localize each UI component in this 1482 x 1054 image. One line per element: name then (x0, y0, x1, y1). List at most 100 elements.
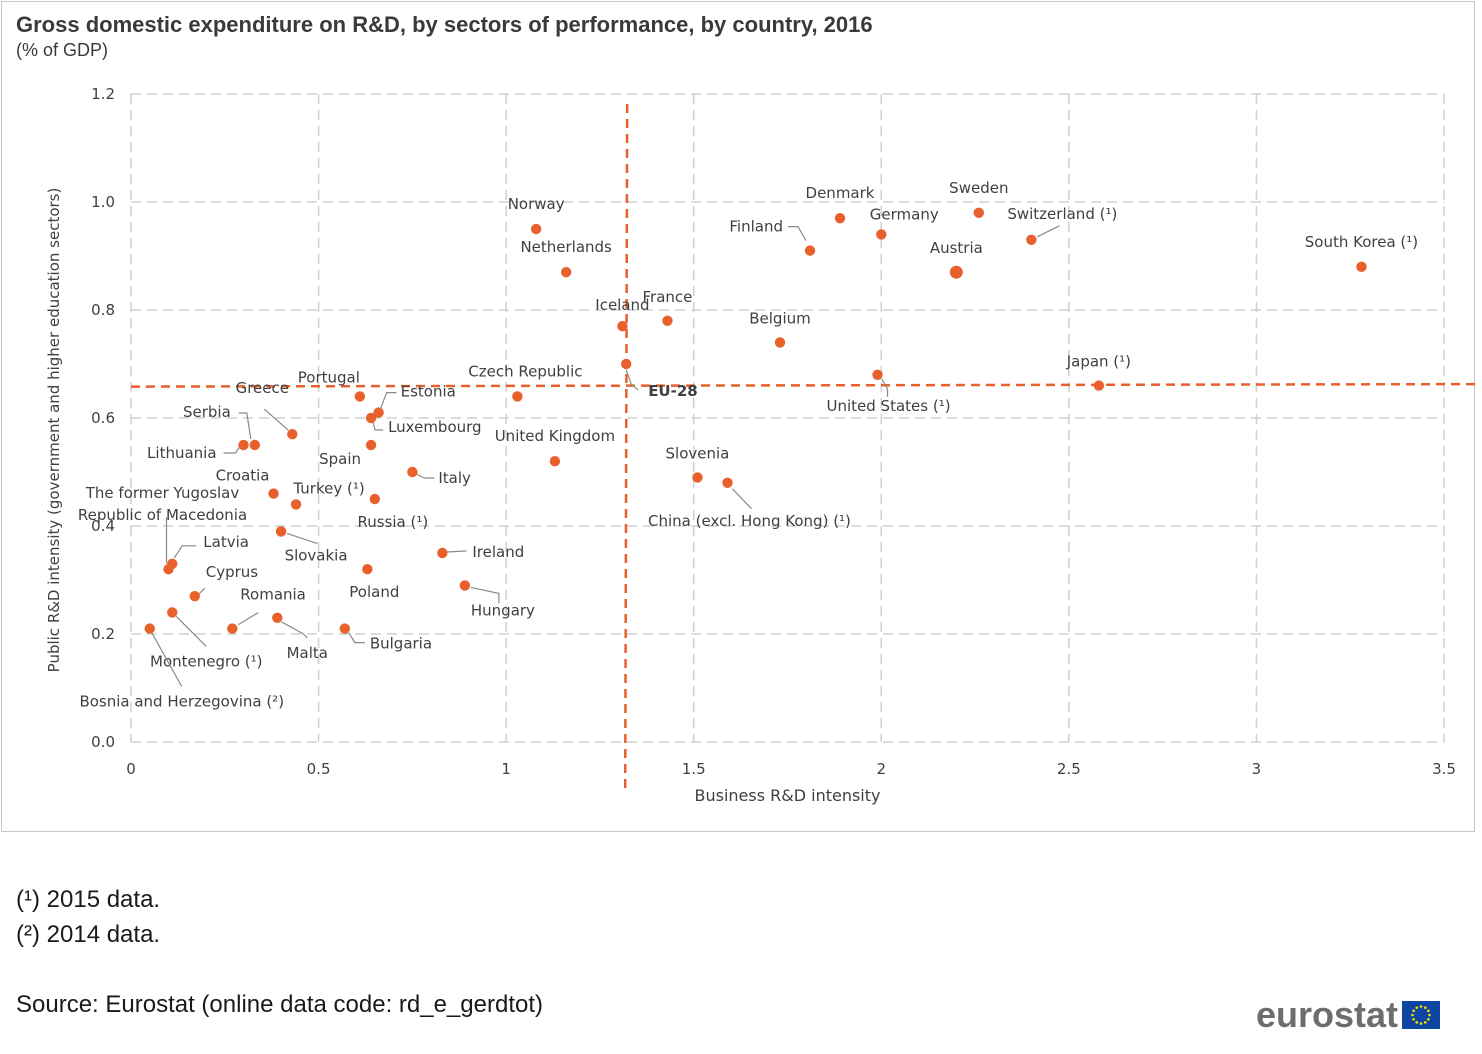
data-label: Ireland (472, 543, 524, 561)
data-label: Germany (870, 205, 939, 223)
data-point-slovakia (275, 526, 287, 537)
data-label: Russia (¹) (357, 513, 428, 531)
flag-star (1427, 1017, 1430, 1021)
data-point-hungary (459, 580, 471, 591)
data-point-luxembourg (365, 412, 377, 424)
data-point-cyprus (189, 591, 200, 602)
data-label: Italy (438, 469, 471, 487)
logo-wordmark: eurostat (1256, 994, 1399, 1035)
flag-star (1427, 1009, 1430, 1013)
flag-star (1415, 1006, 1419, 1009)
data-label: Finland (729, 218, 783, 236)
leader-line (237, 612, 259, 626)
eu-flag-icon (1402, 1001, 1441, 1029)
data-point-japan (1093, 380, 1105, 391)
data-label: Netherlands (520, 238, 612, 256)
flag-star (1412, 1017, 1415, 1021)
data-label: The former Yugoslav Republic of Macedonia (78, 484, 247, 524)
data-label: Denmark (806, 184, 875, 202)
footnote-2015: (¹) 2015 data. (16, 886, 161, 913)
scatter-plot: 0 0.5 1 1.5 2 2.5 3 3.5 0.0 0.2 0.4 0.6 0.8 1.0 1.2 Bus… (45, 85, 1477, 805)
data-point-portugal (354, 391, 366, 402)
data-point-united-kingdom (549, 456, 561, 467)
data-point-montenegro (167, 607, 178, 618)
data-point-france (662, 315, 673, 326)
data-label: Luxembourg (388, 418, 482, 436)
data-point-netherlands (560, 267, 572, 278)
data-point-bulgaria (339, 623, 351, 634)
data-point-switzerland (1026, 234, 1037, 245)
leader-line (416, 473, 435, 479)
data-label: Malta (287, 644, 328, 662)
data-label: Austria (930, 239, 983, 257)
data-label: Turkey (¹) (292, 479, 364, 497)
leader-line (380, 392, 397, 409)
data-label: Lithuania (147, 444, 216, 462)
data-label: Poland (349, 583, 399, 601)
data-label: Japan (¹) (1066, 353, 1131, 371)
data-label: Croatia (216, 467, 270, 485)
flag-star (1419, 1005, 1423, 1008)
y-tick-label: 1.2 (91, 85, 115, 103)
leader-line (281, 621, 308, 639)
y-axis-title: Public R&D intensity (government and hig… (45, 188, 63, 673)
data-label: Belgium (749, 309, 811, 327)
flag-star (1419, 1022, 1423, 1025)
leader-line (348, 632, 365, 644)
y-tick-label: 1.0 (91, 193, 115, 211)
data-label: China (excl. Hong Kong) (¹) (648, 512, 851, 530)
leader-line (173, 545, 197, 559)
data-point-serbia (249, 439, 260, 451)
leader-line (263, 408, 289, 431)
data-point-greece (287, 429, 298, 440)
data-label: Switzerland (¹) (1007, 205, 1117, 223)
data-point-slovenia (692, 472, 703, 483)
data-point-czech-republic (512, 391, 523, 402)
source-note: Source: Eurostat (online data code: rd_e… (16, 991, 543, 1018)
x-tick-label: 3.5 (1432, 760, 1456, 778)
data-label: Portugal (298, 368, 360, 386)
leader-line (223, 446, 241, 454)
data-point-denmark (834, 213, 846, 224)
data-label: Romania (240, 586, 306, 604)
x-tick-label: 0.5 (307, 760, 331, 778)
eurostat-logo: eurostat (1256, 994, 1441, 1035)
y-tick-label: 0.4 (91, 517, 115, 535)
data-label: Greece (236, 379, 289, 397)
data-label: Cyprus (206, 563, 259, 581)
data-label: Sweden (949, 179, 1008, 197)
data-point-turkey (290, 499, 302, 510)
data-point-italy (407, 466, 418, 478)
data-label: Latvia (203, 533, 249, 551)
flag-star (1423, 1006, 1427, 1009)
data-point-germany (876, 229, 887, 240)
data-label: Serbia (183, 403, 231, 421)
flag-star (1412, 1009, 1415, 1013)
data-label: Bosnia and Herzegovina (²) (79, 693, 284, 711)
data-point-poland (362, 564, 373, 575)
leader-line (372, 421, 384, 431)
data-point-romania (227, 623, 238, 634)
x-tick-label: 1 (501, 760, 511, 778)
data-point-croatia (268, 488, 279, 499)
data-point-china-excl-hong-kong (722, 477, 733, 488)
data-label: France (643, 288, 693, 306)
data-label: EU-28 (648, 382, 698, 400)
data-label: United Kingdom (495, 427, 615, 445)
leader-line (625, 369, 639, 391)
leader-line (286, 532, 318, 544)
data-label: Slovenia (666, 444, 730, 462)
data-point-lithuania (238, 439, 249, 451)
data-point-finland (804, 245, 816, 256)
x-axis-title: Business R&D intensity (694, 786, 880, 805)
data-point-ireland (437, 547, 448, 559)
data-label: Iceland (595, 296, 649, 314)
x-tick-label: 2.5 (1057, 760, 1081, 778)
data-label: Hungary (471, 601, 535, 619)
data-point-spain (365, 439, 377, 451)
footnote-2014: (²) 2014 data. (16, 921, 161, 948)
leader-line (470, 586, 500, 604)
data-label: Estonia (401, 383, 456, 401)
data-point-sweden (973, 207, 985, 218)
leader-line (198, 587, 206, 595)
